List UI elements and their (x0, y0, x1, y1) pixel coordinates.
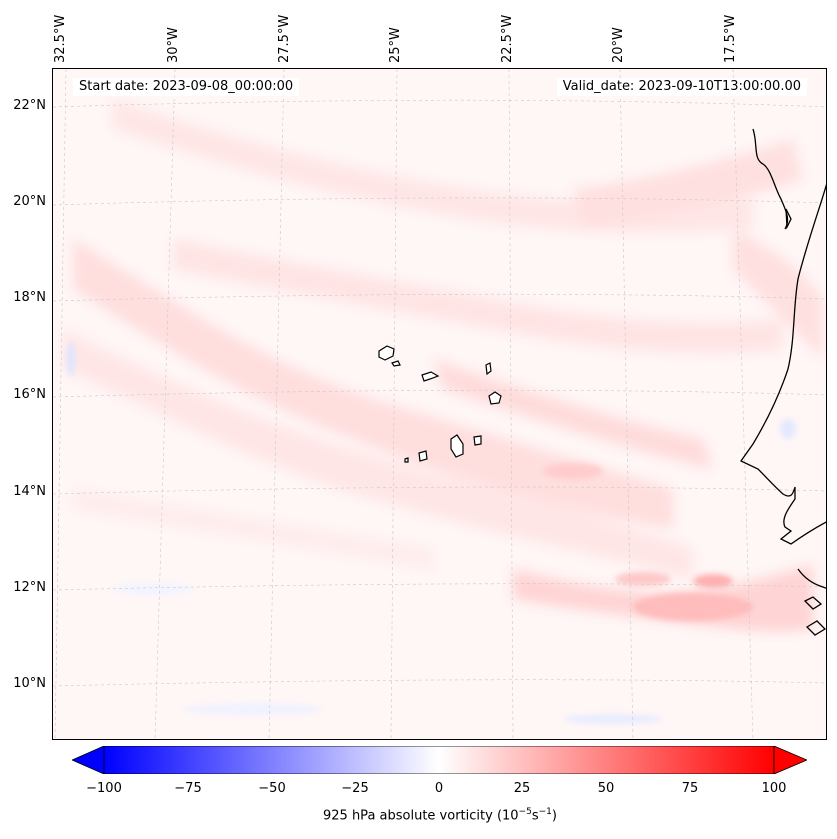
lon-tick-22-5w: 22.5°W (500, 14, 515, 63)
colorbar-label-prefix: 925 hPa absolute vorticity (10 (323, 808, 519, 824)
colorbar-gradient (103, 746, 775, 774)
lat-tick-10n: 10°N (13, 676, 46, 691)
lon-tick-17-5w: 17.5°W (723, 14, 738, 63)
island-sao-nicolau (421, 371, 440, 382)
island-fogo (418, 450, 428, 462)
lat-tick-22n: 22°N (13, 98, 46, 113)
island-sao-vicente (391, 360, 401, 367)
colorbar-label: 925 hPa absolute vorticity (10−5s−1) (0, 807, 837, 823)
colorbar-label-exponent-1: −5 (518, 807, 532, 817)
island-brava (404, 457, 409, 463)
island-santo-antao (378, 345, 395, 361)
map-panel (52, 68, 827, 740)
coastline-mainland (740, 183, 826, 545)
colorbar-tick: 50 (597, 781, 615, 796)
graticule (53, 69, 826, 739)
island-maio (473, 435, 482, 446)
start-date-label: Start date: 2023-09-08_00:00:00 (73, 78, 300, 96)
lat-tick-18n: 18°N (13, 290, 46, 305)
colorbar-tick: 100 (761, 781, 787, 796)
lon-tick-25w: 25°W (388, 27, 403, 63)
colorbar-extend-high (773, 746, 807, 774)
negative-vorticity-patches (67, 341, 796, 724)
cape-verde-islands (378, 345, 502, 463)
strong-vorticity-core (543, 463, 753, 621)
colorbar-label-unit: s (531, 808, 539, 824)
colorbar (72, 746, 807, 774)
lat-tick-12n: 12°N (13, 580, 46, 595)
colorbar-label-suffix: ) (551, 808, 557, 824)
island-santiago (450, 434, 464, 458)
colorbar-tick: −75 (174, 781, 202, 796)
colorbar-extend-low (72, 746, 105, 774)
island-boa-vista (488, 391, 502, 405)
colorbar-tick: 75 (681, 781, 699, 796)
colorbar-tick: −25 (341, 781, 369, 796)
coastline (740, 128, 826, 636)
vorticity-field-map (53, 69, 826, 739)
colorbar-tick: −50 (258, 781, 286, 796)
colorbar-label-exponent-2: −1 (538, 807, 552, 817)
colorbar-tick: −100 (86, 781, 122, 796)
lat-tick-14n: 14°N (13, 484, 46, 499)
colorbar-tick: 25 (513, 781, 531, 796)
island-sal (485, 362, 492, 376)
lat-tick-20n: 20°N (13, 194, 46, 209)
lon-tick-20w: 20°W (611, 27, 626, 63)
lon-tick-30w: 30°W (166, 27, 181, 63)
lon-tick-32-5w: 32.5°W (53, 14, 68, 63)
colorbar-tick: 0 (434, 781, 444, 796)
valid-date-label: Valid_date: 2023-09-10T13:00:00.00 (556, 78, 807, 96)
lon-tick-27-5w: 27.5°W (277, 14, 292, 63)
lat-tick-16n: 16°N (13, 387, 46, 402)
